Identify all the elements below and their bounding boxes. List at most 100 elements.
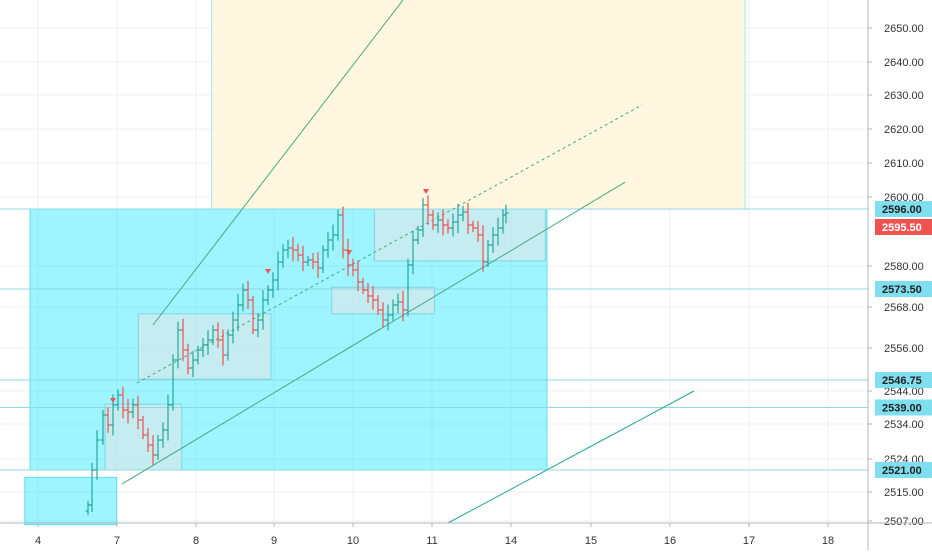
price-level-badge-label: 2573.50	[882, 284, 922, 296]
x-tick-label: 15	[585, 535, 597, 547]
price-level-badge	[875, 281, 932, 297]
ohlc-bar	[100, 410, 106, 445]
price-level-badge	[875, 201, 932, 217]
price-level-badge-label: 2521.00	[882, 465, 922, 477]
marker-layer	[110, 189, 429, 403]
y-tick-label: 2580.00	[884, 261, 924, 273]
ohlc-bar	[390, 299, 396, 321]
ohlc-bar	[365, 283, 371, 303]
ohlc-bar	[275, 251, 281, 291]
ohlc-bar	[410, 230, 416, 275]
last-price-badge	[875, 219, 932, 235]
x-tick-label: 14	[505, 535, 517, 547]
ohlc-bar	[320, 245, 326, 273]
ohlc-bar	[300, 245, 306, 272]
y-tick-label: 2640.00	[884, 57, 924, 69]
ohlc-bar	[435, 212, 441, 233]
price-level-badge-label: 2546.75	[882, 375, 922, 387]
ohlc-bar	[125, 398, 131, 424]
ohlc-bar	[255, 313, 261, 337]
x-tick-label: 17	[743, 535, 755, 547]
price-level-badge	[875, 399, 932, 416]
ohlc-bar	[150, 435, 156, 465]
ohlc-bar	[230, 311, 236, 344]
ohlc-bar	[160, 422, 166, 448]
ohlc-bar	[89, 463, 95, 512]
ohlc-bar	[415, 225, 421, 245]
swing-marker	[423, 189, 429, 194]
x-tick-label: 10	[347, 535, 359, 547]
swing-marker	[346, 250, 352, 255]
channel-upper-line	[152, 0, 404, 326]
x-tick-label: 9	[271, 535, 277, 547]
ohlc-bar	[180, 318, 186, 362]
price-level-badge	[875, 372, 932, 388]
ohlc-bar	[385, 304, 391, 331]
ohlc-bar	[495, 217, 501, 246]
ohlc-bar	[170, 354, 176, 411]
channel-midline	[136, 104, 643, 384]
ohlc-bar	[430, 210, 436, 230]
ohlc-bar	[375, 295, 381, 315]
channel-layer	[121, 0, 695, 524]
ohlc-bar	[315, 252, 321, 278]
y-tick-label: 2544.00	[884, 386, 924, 398]
channel-lower-line	[121, 181, 626, 485]
ohlc-bar	[395, 293, 401, 314]
ohlc-bar	[325, 232, 331, 258]
ohlc-bar	[285, 239, 291, 259]
ohlc-bar	[475, 221, 481, 242]
swing-marker	[265, 269, 271, 274]
ohlc-bar	[350, 258, 356, 277]
ohlc-bar	[290, 236, 296, 262]
y-tick-label: 2515.00	[884, 487, 924, 499]
ohlc-bar	[380, 302, 386, 328]
ohlc-bar	[235, 293, 241, 332]
ohlc-bar	[405, 258, 411, 317]
ohlc-bar	[225, 329, 231, 361]
last-price-label: 2595.50	[882, 222, 922, 234]
ohlc-bar	[360, 277, 366, 295]
ohlc-bar	[130, 398, 136, 419]
ohlc-bar	[330, 224, 336, 251]
ohlc-bar	[245, 280, 251, 310]
ohlc-bar	[440, 209, 446, 236]
zone-layer	[24, 0, 746, 526]
price-bars	[85, 195, 509, 516]
ohlc-bar	[190, 350, 196, 378]
x-tick-label: 16	[664, 535, 676, 547]
ohlc-bar	[200, 338, 206, 357]
x-tick-label: 7	[114, 535, 120, 547]
ohlc-bar	[400, 290, 406, 322]
x-tick-label: 4	[35, 535, 41, 547]
ohlc-bar	[460, 205, 466, 222]
supply-zone	[211, 0, 746, 210]
ohlc-bar	[140, 415, 146, 440]
ohlc-bar	[310, 253, 316, 269]
ohlc-bar	[220, 329, 226, 366]
ohlc-bar	[455, 203, 461, 234]
ohlc-bar	[94, 430, 100, 480]
ohlc-bar	[155, 435, 161, 460]
ohlc-bar	[265, 285, 271, 305]
box-zone	[137, 313, 272, 380]
ohlc-bar	[305, 255, 311, 267]
ohlc-bar	[355, 260, 361, 292]
y-tick-label: 2507.00	[884, 516, 924, 528]
y-tick-label: 2650.00	[884, 23, 924, 35]
ohlc-bar	[240, 283, 246, 312]
ohlc-bar	[425, 195, 431, 225]
y-tick-label: 2568.00	[884, 302, 924, 314]
ohlc-bar	[185, 343, 191, 375]
ohlc-bar	[105, 407, 111, 433]
demand-zone	[24, 476, 118, 526]
ohlc-bar	[485, 240, 491, 267]
y-tick-label: 2534.00	[884, 419, 924, 431]
ohlc-bar	[260, 290, 266, 330]
ohlc-bar	[370, 286, 376, 310]
ohlc-bar	[195, 345, 201, 365]
ohlc-bar	[215, 322, 221, 348]
